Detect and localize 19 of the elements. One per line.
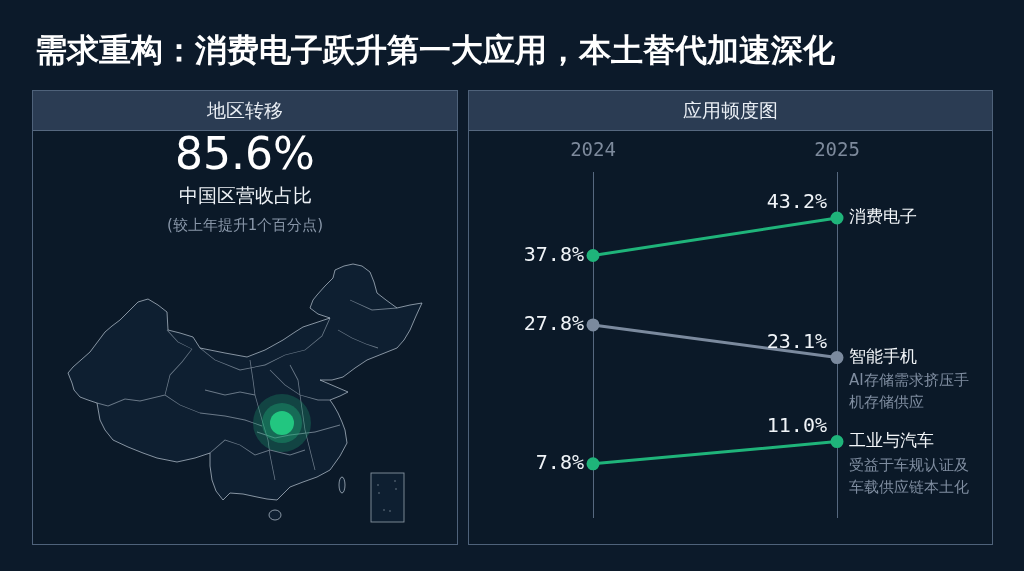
x-tick-label: 2025 bbox=[814, 138, 860, 161]
text: 地区转移 bbox=[207, 99, 283, 121]
data-label: 27.8% bbox=[523, 311, 584, 336]
data-label: 11.0% bbox=[766, 412, 827, 437]
annotation: 受益于车规认证及车载供应链本土化 bbox=[849, 455, 969, 496]
text: 85.6% bbox=[174, 128, 316, 179]
series-label: 消费电子 bbox=[849, 206, 917, 227]
chart-title: 应用顿度图 bbox=[469, 91, 992, 131]
text: 需求重构：消费电子跃升第一大应用，本土替代加速深化 bbox=[35, 30, 835, 71]
data-label: 43.2% bbox=[766, 189, 827, 214]
data-label: 37.8% bbox=[523, 241, 584, 266]
series-label: 工业与汽车 bbox=[849, 430, 934, 451]
series-label: 智能手机 bbox=[849, 346, 917, 367]
x-tick-label: 2024 bbox=[570, 138, 616, 161]
text: (较上年提升1个百分点) bbox=[165, 215, 325, 236]
annotation: AI存储需求挤压手机存储供应 bbox=[849, 371, 969, 412]
data-label: 7.8% bbox=[535, 450, 584, 475]
data-label: 23.1% bbox=[766, 328, 827, 353]
text: 中国区营收占比 bbox=[177, 183, 313, 208]
